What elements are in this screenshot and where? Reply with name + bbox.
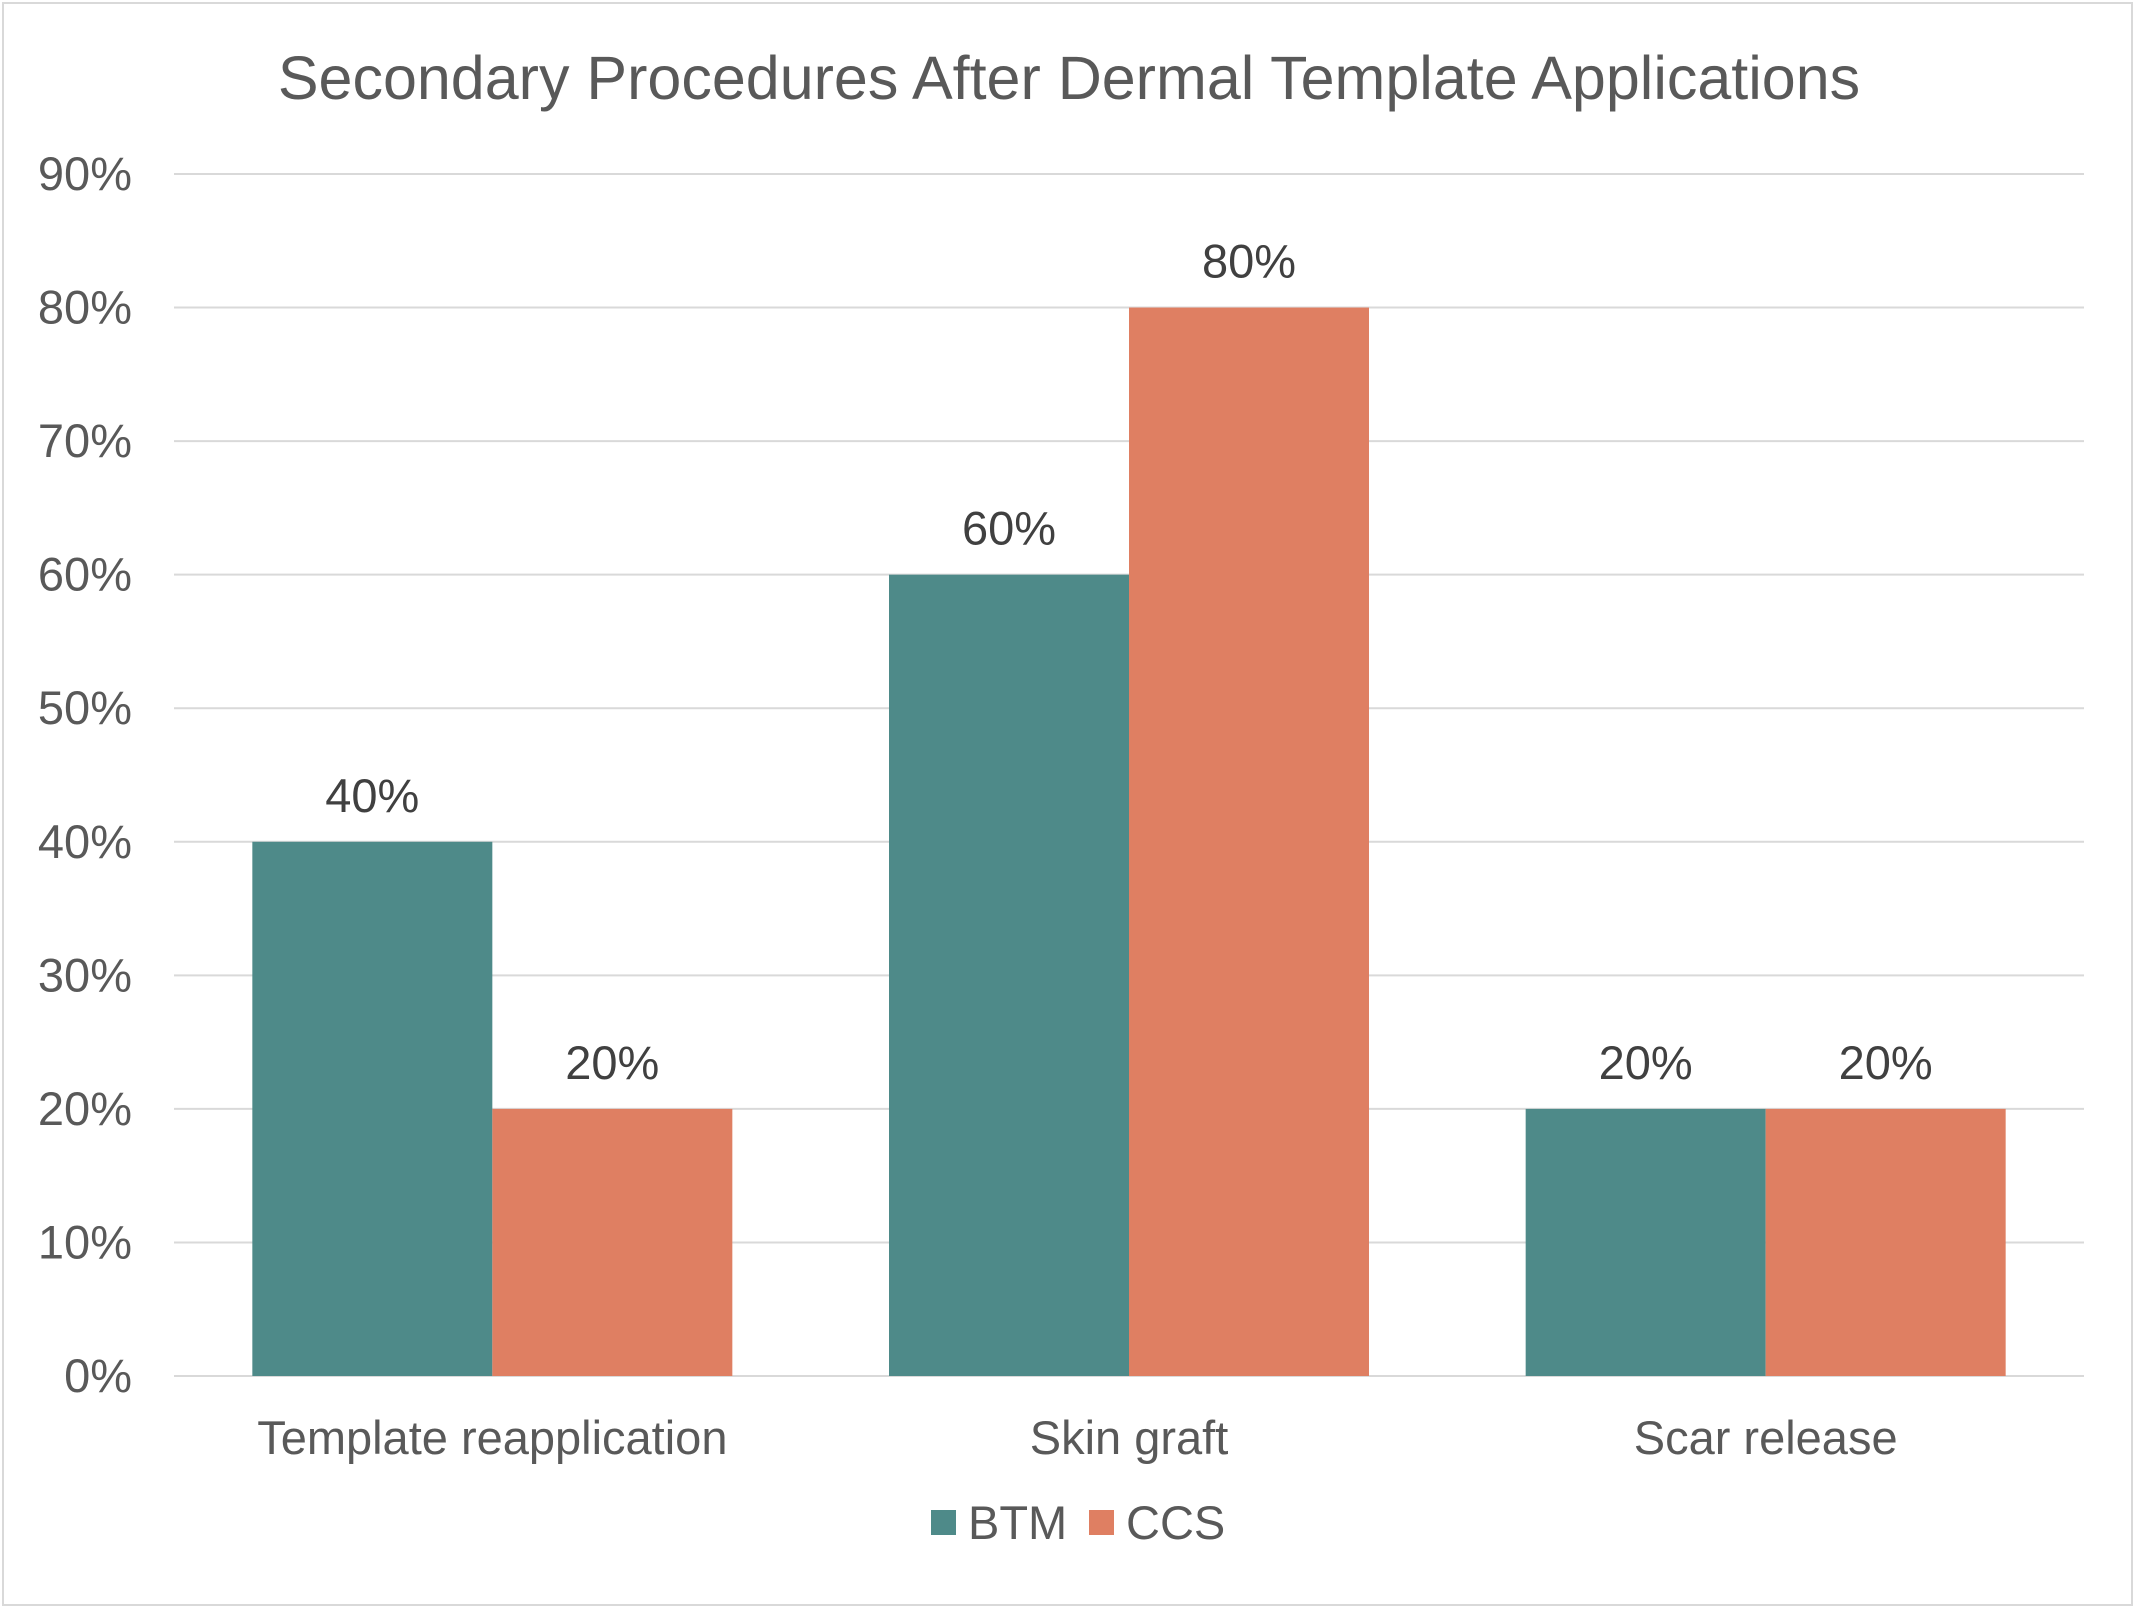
y-tick-label-30: 30% bbox=[38, 948, 132, 1001]
data-label-btm-template-reapplication: 40% bbox=[325, 769, 419, 822]
legend-swatch-ccs bbox=[1089, 1510, 1114, 1535]
data-label-ccs-template-reapplication: 20% bbox=[565, 1036, 659, 1089]
chart-title: Secondary Procedures After Dermal Templa… bbox=[278, 44, 1860, 112]
y-tick-label-70: 70% bbox=[38, 414, 132, 467]
legend-label-btm: BTM bbox=[968, 1496, 1067, 1549]
bar-ccs-template-reapplication bbox=[492, 1108, 733, 1376]
x-axis-category-labels: Template reapplication Skin graft Scar rel… bbox=[257, 1411, 1897, 1464]
category-label-skin-graft: Skin graft bbox=[1030, 1411, 1229, 1464]
bar-ccs-skin-graft bbox=[1129, 307, 1369, 1376]
bar-ccs-scar-release bbox=[1765, 1108, 2006, 1376]
y-tick-label-20: 20% bbox=[38, 1082, 132, 1135]
data-label-ccs-skin-graft: 80% bbox=[1202, 235, 1296, 288]
category-label-template-reapplication: Template reapplication bbox=[257, 1411, 727, 1464]
data-label-btm-skin-graft: 60% bbox=[962, 502, 1056, 555]
y-tick-label-0: 0% bbox=[64, 1349, 132, 1402]
data-labels: 40% 20% 60% 80% 20% 20% bbox=[325, 235, 1932, 1089]
y-tick-label-50: 50% bbox=[38, 681, 132, 734]
bar-btm-scar-release bbox=[1525, 1108, 1766, 1376]
chart-canvas: Secondary Procedures After Dermal Templa… bbox=[38, 44, 2084, 1549]
data-label-btm-scar-release: 20% bbox=[1599, 1036, 1693, 1089]
y-axis-tick-labels: 0% 10% 20% 30% 40% 50% 60% 70% 80% 90% bbox=[38, 147, 132, 1402]
bars bbox=[252, 307, 2006, 1376]
legend: BTM CCS bbox=[931, 1496, 1225, 1549]
bar-btm-skin-graft bbox=[889, 574, 1129, 1376]
bar-btm-template-reapplication bbox=[252, 841, 493, 1376]
data-label-ccs-scar-release: 20% bbox=[1839, 1036, 1933, 1089]
category-label-scar-release: Scar release bbox=[1634, 1411, 1898, 1464]
y-tick-label-90: 90% bbox=[38, 147, 132, 200]
legend-label-ccs: CCS bbox=[1126, 1496, 1225, 1549]
y-tick-label-40: 40% bbox=[38, 815, 132, 868]
y-tick-label-80: 80% bbox=[38, 281, 132, 334]
legend-swatch-btm bbox=[931, 1510, 956, 1535]
y-tick-label-10: 10% bbox=[38, 1215, 132, 1268]
y-tick-label-60: 60% bbox=[38, 548, 132, 601]
